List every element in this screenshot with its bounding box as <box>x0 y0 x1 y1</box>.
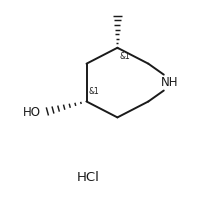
Text: &1: &1 <box>89 87 100 96</box>
Text: &1: &1 <box>119 52 130 61</box>
Text: HO: HO <box>23 106 41 119</box>
Text: HCl: HCl <box>77 171 100 184</box>
Text: NH: NH <box>161 76 179 89</box>
